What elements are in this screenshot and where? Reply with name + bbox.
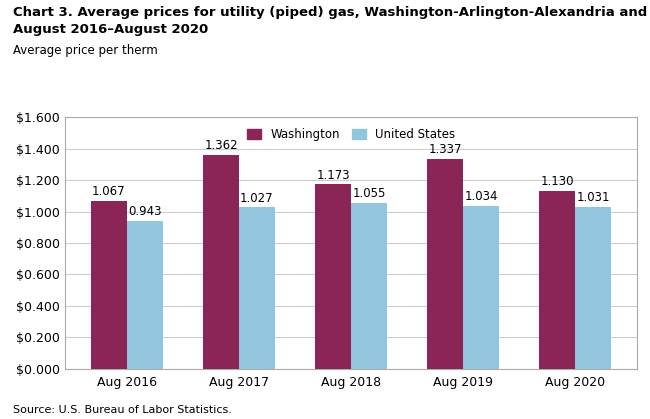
Text: Chart 3. Average prices for utility (piped) gas, Washington-Arlington-Alexandria: Chart 3. Average prices for utility (pip…: [13, 6, 650, 19]
Bar: [351, 203, 387, 369]
Bar: [540, 191, 575, 369]
Bar: [239, 207, 275, 369]
Text: August 2016–August 2020: August 2016–August 2020: [13, 23, 208, 36]
Bar: [203, 155, 239, 369]
Bar: [463, 206, 499, 369]
Text: 1.034: 1.034: [464, 190, 498, 204]
Text: Average price per therm: Average price per therm: [13, 44, 158, 57]
Legend: Washington, United States: Washington, United States: [242, 123, 460, 146]
Text: 1.027: 1.027: [240, 191, 274, 204]
Bar: [127, 220, 162, 369]
Text: 1.337: 1.337: [428, 143, 462, 156]
Text: Source: U.S. Bureau of Labor Statistics.: Source: U.S. Bureau of Labor Statistics.: [13, 405, 232, 415]
Text: 1.055: 1.055: [352, 187, 385, 200]
Bar: [427, 159, 463, 369]
Bar: [575, 207, 611, 369]
Text: 1.067: 1.067: [92, 185, 125, 198]
Bar: [315, 184, 351, 369]
Text: 1.362: 1.362: [204, 139, 238, 152]
Text: 0.943: 0.943: [128, 205, 162, 218]
Text: 1.031: 1.031: [577, 191, 610, 204]
Text: 1.130: 1.130: [540, 175, 574, 189]
Text: 1.173: 1.173: [317, 168, 350, 181]
Bar: [91, 201, 127, 369]
